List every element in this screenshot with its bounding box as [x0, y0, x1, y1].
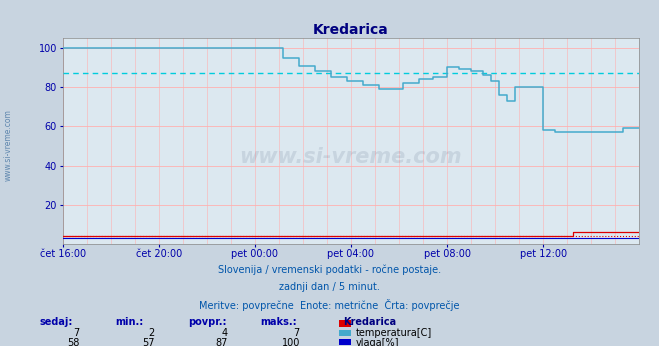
Text: 7: 7: [73, 328, 79, 338]
Text: 2: 2: [149, 328, 155, 338]
Text: maks.:: maks.:: [260, 317, 297, 327]
Text: 58: 58: [67, 338, 79, 346]
Text: zadnji dan / 5 minut.: zadnji dan / 5 minut.: [279, 282, 380, 292]
Text: povpr.:: povpr.:: [188, 317, 226, 327]
Text: Slovenija / vremenski podatki - ročne postaje.: Slovenija / vremenski podatki - ročne po…: [218, 265, 441, 275]
Text: 57: 57: [142, 338, 155, 346]
Text: min.:: min.:: [115, 317, 144, 327]
Text: 7: 7: [294, 328, 300, 338]
Title: Kredarica: Kredarica: [313, 23, 389, 37]
Text: www.si-vreme.com: www.si-vreme.com: [3, 109, 13, 181]
Text: 4: 4: [221, 328, 227, 338]
Text: www.si-vreme.com: www.si-vreme.com: [240, 147, 462, 167]
Text: vlaga[%]: vlaga[%]: [356, 338, 399, 346]
Text: temperatura[C]: temperatura[C]: [356, 328, 432, 338]
Text: Kredarica: Kredarica: [343, 317, 396, 327]
Text: Meritve: povprečne  Enote: metrične  Črta: povprečje: Meritve: povprečne Enote: metrične Črta:…: [199, 299, 460, 311]
Text: 87: 87: [215, 338, 227, 346]
Text: sedaj:: sedaj:: [40, 317, 73, 327]
Text: 100: 100: [281, 338, 300, 346]
